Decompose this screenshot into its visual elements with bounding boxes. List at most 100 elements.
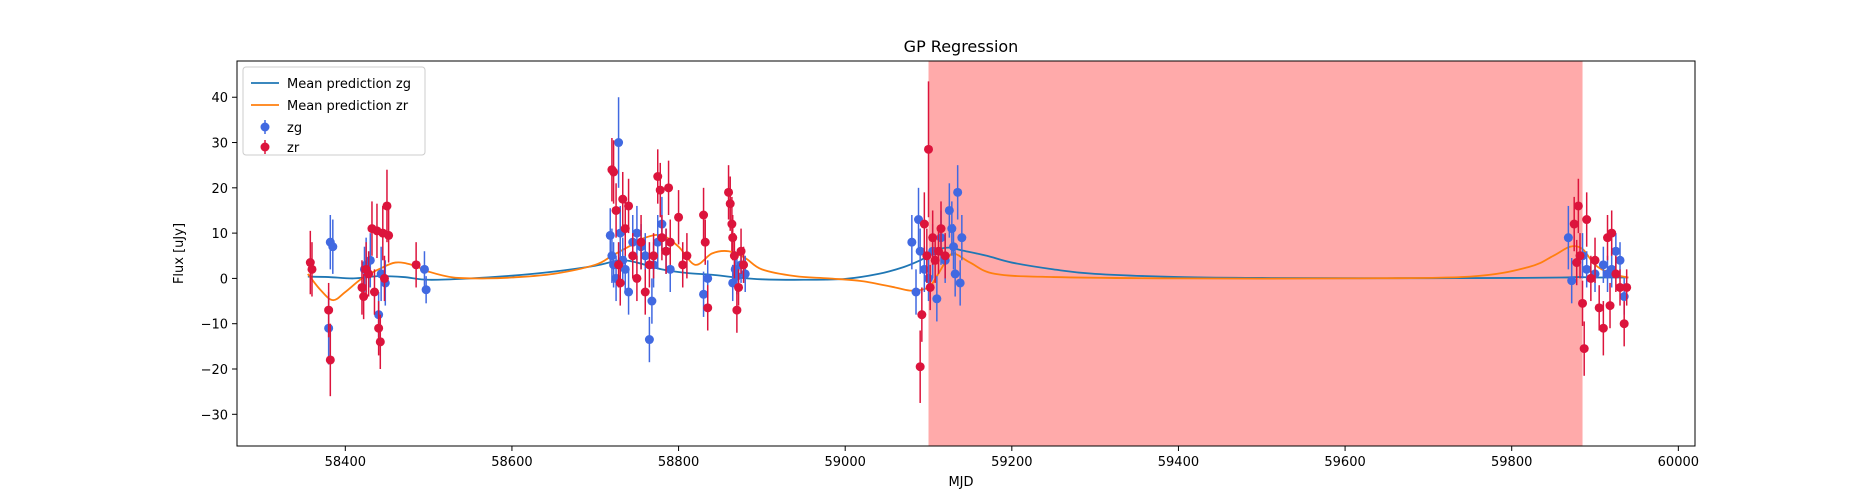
data-point-zr — [374, 323, 384, 333]
x-tick-label: 59800 — [1491, 455, 1532, 470]
data-point-zr — [1578, 298, 1588, 308]
data-point-zr — [411, 260, 421, 270]
legend-label-zr-prediction: Mean prediction zr — [287, 99, 409, 114]
data-point-zg — [957, 233, 967, 243]
data-point-zr — [664, 183, 674, 193]
data-point-zg — [632, 228, 642, 238]
data-point-zr — [1575, 251, 1585, 261]
data-point-zr — [614, 260, 624, 270]
data-point-zg — [644, 335, 654, 345]
data-point-zg — [703, 273, 713, 283]
data-point-zr — [724, 187, 734, 197]
y-tick-label: −10 — [201, 318, 228, 333]
x-tick-label: 59000 — [825, 455, 866, 470]
data-point-zr — [628, 251, 638, 261]
data-point-zg — [1615, 255, 1625, 265]
data-point-zg — [605, 230, 615, 240]
data-point-zr — [1619, 319, 1629, 329]
data-point-zg — [1611, 246, 1621, 256]
x-tick-label: 60000 — [1658, 455, 1699, 470]
data-point-zg — [640, 251, 650, 261]
x-tick-label: 59200 — [991, 455, 1032, 470]
data-point-zr — [1582, 215, 1592, 225]
data-point-zg — [647, 296, 657, 306]
data-point-zg — [328, 242, 338, 252]
data-point-zg — [614, 138, 624, 148]
data-point-zr — [1611, 269, 1621, 279]
data-point-zg — [624, 287, 634, 297]
data-point-zr — [1622, 282, 1632, 292]
data-point-zr — [728, 233, 738, 243]
data-point-zg — [911, 287, 921, 297]
data-point-zr — [1594, 303, 1604, 313]
data-point-zr — [384, 230, 394, 240]
legend-label-zg: zg — [287, 121, 302, 136]
data-point-zr — [665, 237, 675, 247]
data-point-zr — [940, 251, 950, 261]
data-point-zg — [607, 251, 617, 261]
data-point-zg — [932, 294, 942, 304]
data-point-zr — [655, 185, 665, 195]
data-point-zg — [1598, 260, 1608, 270]
data-point-zr — [357, 282, 367, 292]
data-point-zr — [1590, 255, 1600, 265]
data-point-zr — [636, 237, 646, 247]
data-point-zr — [620, 224, 630, 234]
data-point-zr — [1605, 301, 1615, 311]
data-point-zr — [657, 233, 667, 243]
legend-dot-zr — [260, 142, 270, 152]
chart-title: GP Regression — [904, 37, 1019, 56]
data-point-zr — [739, 260, 749, 270]
data-point-zg — [665, 264, 675, 274]
data-point-zr — [678, 260, 688, 270]
data-point-zg — [1563, 233, 1573, 243]
data-point-zr — [919, 219, 929, 229]
data-point-zr — [364, 269, 374, 279]
data-point-zr — [674, 212, 684, 222]
shaded-region-layer — [928, 61, 1583, 446]
x-tick-label: 59400 — [1158, 455, 1199, 470]
legend-marker-zg — [260, 120, 270, 134]
x-tick-label: 58400 — [325, 455, 366, 470]
data-point-zr — [324, 305, 334, 315]
data-point-zg — [419, 264, 429, 274]
data-point-zr — [382, 201, 392, 211]
data-point-zr — [375, 337, 385, 347]
data-point-zr — [307, 264, 317, 274]
data-point-zr — [924, 144, 934, 154]
data-point-zg — [620, 264, 630, 274]
data-point-zr — [611, 205, 621, 215]
x-tick-label: 59600 — [1324, 455, 1365, 470]
y-tick-label: 20 — [211, 182, 228, 197]
data-point-zg — [740, 269, 750, 279]
data-point-zr — [930, 255, 940, 265]
y-tick-label: −30 — [201, 408, 228, 423]
data-point-zr — [325, 355, 335, 365]
y-tick-label: −20 — [201, 363, 228, 378]
data-point-zg — [949, 242, 959, 252]
data-point-zr — [682, 251, 692, 261]
legend-box — [242, 66, 426, 156]
y-axis-ticks: −30 −20 −10 0 10 20 30 40 — [201, 91, 237, 423]
data-point-zr — [624, 201, 634, 211]
data-point-zg — [924, 273, 934, 283]
y-axis-label: Flux [uJy] — [172, 223, 187, 284]
series-zr — [305, 81, 1632, 403]
data-point-zr — [734, 282, 744, 292]
data-point-zr — [1579, 344, 1589, 354]
data-point-zg — [915, 246, 925, 256]
shaded-region — [928, 61, 1583, 446]
legend-marker-zr — [260, 140, 270, 154]
data-point-zg — [699, 289, 709, 299]
data-point-zr — [632, 273, 642, 283]
data-point-zg — [955, 278, 965, 288]
data-point-zr — [922, 251, 932, 261]
data-point-zg — [421, 285, 431, 295]
data-point-zg — [907, 237, 917, 247]
data-point-zg — [365, 255, 375, 265]
legend: Mean prediction zg Mean prediction zr zg… — [242, 66, 426, 156]
data-point-zr — [1569, 219, 1579, 229]
data-point-zr — [925, 282, 935, 292]
data-point-zr — [1573, 201, 1583, 211]
